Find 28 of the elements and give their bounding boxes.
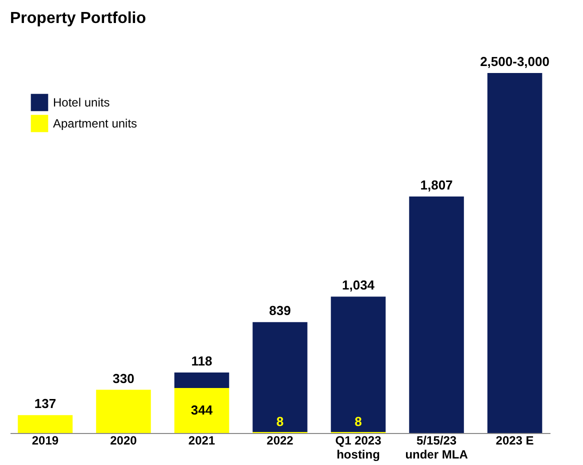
data-label: 330 [112,370,134,386]
x-tick-label: 2023 E [496,434,534,448]
legend-label: Apartment units [53,116,138,130]
bar [330,296,386,432]
bar [18,415,73,433]
data-label: 118 [191,354,212,369]
x-tick-label: Q1 2023 hosting [335,434,382,462]
data-label: 137 [34,396,56,412]
x-tick-label: 2021 [188,434,216,448]
bar [487,73,542,433]
data-label: 1,034 [342,278,376,293]
x-tick-label: 2022 [266,434,294,448]
bar [174,372,230,388]
data-label: 8 [354,414,362,429]
data-label: 1,807 [420,177,453,192]
data-label: 839 [269,303,291,318]
legend-label: Hotel units [53,96,110,110]
bar [409,196,464,433]
bar [252,322,308,432]
x-tick-label: 5/15/23 under MLA [405,434,468,462]
bar [174,388,230,433]
chart-title: Property Portfolio [10,10,146,27]
x-tick-label: 2020 [110,434,138,448]
x-tick-label: 2019 [32,434,59,448]
data-label: 344 [190,402,214,418]
bar [96,390,151,433]
data-label: 2,500-3,000 [480,54,550,69]
data-label: 8 [276,414,284,429]
